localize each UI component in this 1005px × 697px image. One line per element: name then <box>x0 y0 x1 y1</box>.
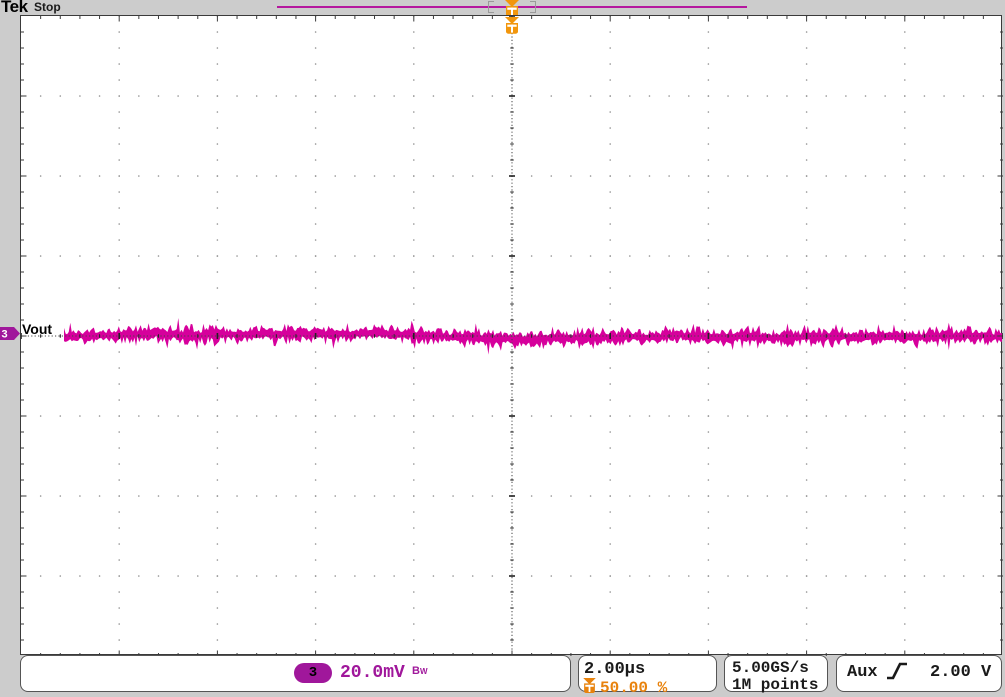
svg-text:3: 3 <box>2 329 8 341</box>
